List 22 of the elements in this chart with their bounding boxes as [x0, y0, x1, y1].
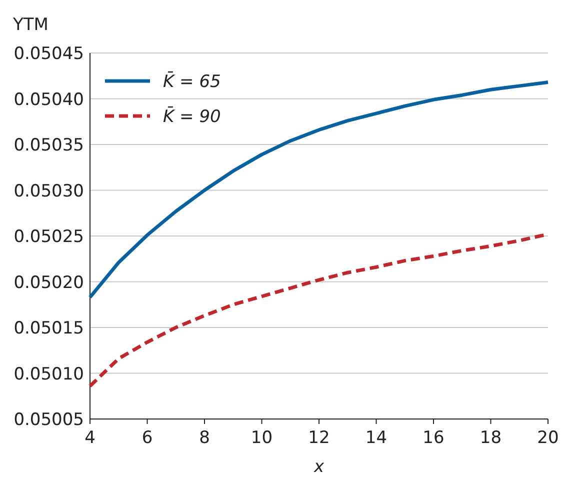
y-tick-label: 0.05035	[14, 136, 84, 156]
x-tick-label: 12	[308, 428, 330, 448]
y-tick-label: 0.05045	[14, 44, 84, 64]
y-tick-label: 0.05020	[14, 272, 84, 293]
y-tick-label: 0.05015	[14, 318, 84, 338]
legend-label: K̄ = 65	[163, 70, 221, 92]
x-tick-label: 4	[84, 428, 96, 448]
x-tick-label: 18	[480, 428, 502, 448]
y-tick-label: 0.05030	[14, 181, 84, 202]
y-tick-label: 0.05010	[14, 364, 84, 384]
x-tick-label: 6	[142, 428, 153, 448]
x-tick-label: 8	[199, 428, 210, 448]
x-tick-label: 14	[365, 428, 388, 448]
legend-label: K̄ = 90	[163, 106, 221, 127]
y-tick-label: 0.05025	[14, 227, 84, 247]
y-tick-label: 0.05005	[14, 410, 84, 430]
y-axis-title: YTM	[12, 15, 48, 35]
x-tick-label: 16	[422, 428, 444, 448]
x-tick-label: 20	[537, 428, 559, 448]
y-tick-label: 0.05040	[14, 90, 84, 110]
x-axis-title: x	[312, 457, 325, 477]
x-tick-label: 10	[250, 428, 273, 448]
